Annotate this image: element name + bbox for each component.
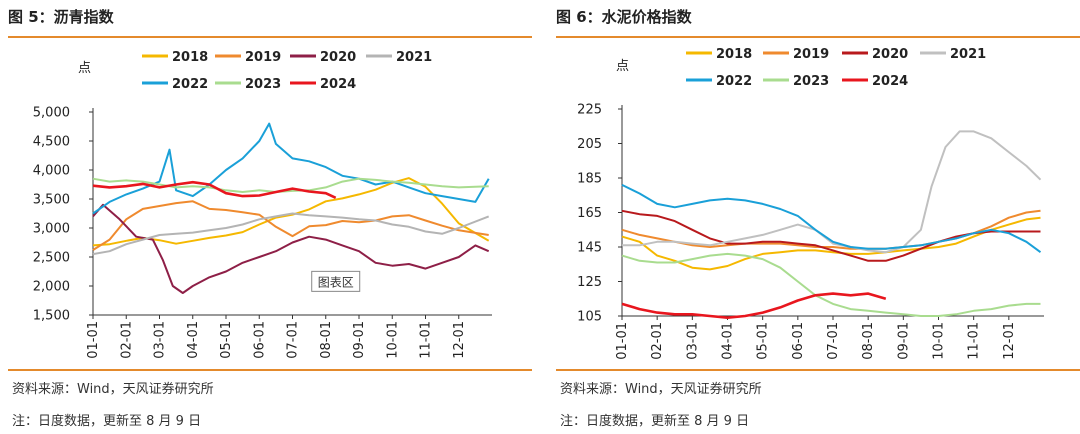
y-tick-label: 2,000 [33,280,70,295]
y-tick-label: 4,000 [33,164,70,179]
y-tick-label: 4,500 [33,135,70,150]
x-tick-label: 07-01 [286,321,301,359]
series-line-2022 [621,184,1042,254]
x-tick-label: 09-01 [352,321,367,359]
legend-label-2021: 2021 [950,47,986,62]
x-tick-label: 10-01 [932,322,947,360]
x-tick-label: 11-01 [419,321,434,359]
x-tick-label: 03-01 [153,321,168,359]
y-tick-label: 145 [577,241,602,256]
x-tick-label: 05-01 [756,322,771,360]
series-line-2018 [621,216,1041,271]
y-unit-label: 点 [78,61,91,76]
x-tick-label: 06-01 [252,321,267,359]
y-tick-label: 225 [577,103,602,118]
x-tick-label: 01-01 [615,322,630,360]
x-tick-label: 02-01 [650,322,665,360]
x-tick-label: 12-01 [1002,322,1017,360]
x-tick-label: 11-01 [967,322,982,360]
asphalt-index-chart: 点 1,500 2,000 2,500 3,000 3,500 4,000 4,500 5,00… [33,50,492,359]
legend-label-2024: 2024 [872,74,908,89]
y-unit-label: 点 [616,59,629,74]
y-tick-label: 1,500 [33,309,70,324]
x-tick-label: 08-01 [861,322,876,360]
series-line-2022 [92,122,490,215]
x-tick-label: 04-01 [721,322,736,360]
series-line-2021 [92,212,490,256]
legend-label-2018: 2018 [172,50,208,65]
y-tick-label: 105 [577,310,602,325]
title-divider [8,36,532,38]
series-line-2020 [92,203,490,294]
cement-index-chart: 点 105 125 145 165 185 205 225 01-01 02-01 03-01 04-… [577,47,1044,360]
y-tick-label: 5,000 [33,106,70,121]
legend-label-2019: 2019 [245,50,281,65]
chart-panel-cement: 图 6：水泥价格指数 点 105 125 145 165 185 205 225 01-01 02… [548,0,1080,434]
title-divider [556,36,1080,38]
chart-panel-asphalt: 图 5：沥青指数 点 1,500 2,000 2,500 3,000 3,500 4,000… [0,0,532,434]
x-tick-label: 09-01 [896,322,911,360]
update-note: 注：日度数据，更新至 8 月 9 日 [560,414,750,429]
source-note: 资料来源：Wind，天风证券研究所 [560,382,762,397]
series-line-2023 [621,252,1041,317]
x-tick-label: 07-01 [826,322,841,360]
x-tick-label: 05-01 [219,321,234,359]
footer-divider [556,369,1080,371]
legend-label-2020: 2020 [872,47,908,62]
x-tick-label: 01-01 [86,321,101,359]
x-tick-label: 04-01 [186,321,201,359]
legend-label-2023: 2023 [245,77,281,92]
chart-area-label-box [311,270,361,292]
update-note: 注：日度数据，更新至 8 月 9 日 [12,414,202,429]
series-line-2019 [92,200,489,251]
legend-label-2021: 2021 [396,50,432,65]
chart-area-label: 图表区 [318,275,354,289]
series-line-2024 [92,180,337,199]
series-line-2018 [92,177,490,247]
y-tick-label: 3,500 [33,193,70,208]
y-tick-label: 165 [577,206,602,221]
legend-label-2018: 2018 [716,47,752,62]
legend-label-2019: 2019 [793,47,829,62]
legend-label-2022: 2022 [172,77,208,92]
legend-label-2020: 2020 [320,50,356,65]
legend-label-2022: 2022 [716,74,752,89]
x-tick-label: 03-01 [685,322,700,360]
legend-label-2024: 2024 [320,77,356,92]
footer-divider [8,369,532,371]
chart-title: 图 6：水泥价格指数 [556,8,692,26]
y-tick-label: 3,000 [33,222,70,237]
x-tick-label: 08-01 [319,321,334,359]
y-tick-label: 205 [577,137,602,152]
x-tick-label: 12-01 [452,321,467,359]
y-tick-label: 125 [577,275,602,290]
x-tick-label: 02-01 [119,321,134,359]
y-tick-label: 2,500 [33,251,70,266]
source-note: 资料来源：Wind，天风证券研究所 [12,382,214,397]
chart-title: 图 5：沥青指数 [8,8,114,26]
x-tick-label: 10-01 [385,321,400,359]
legend-label-2023: 2023 [793,74,829,89]
y-tick-label: 185 [577,172,602,187]
x-tick-label: 06-01 [791,322,806,360]
series-line-2024 [621,292,887,319]
